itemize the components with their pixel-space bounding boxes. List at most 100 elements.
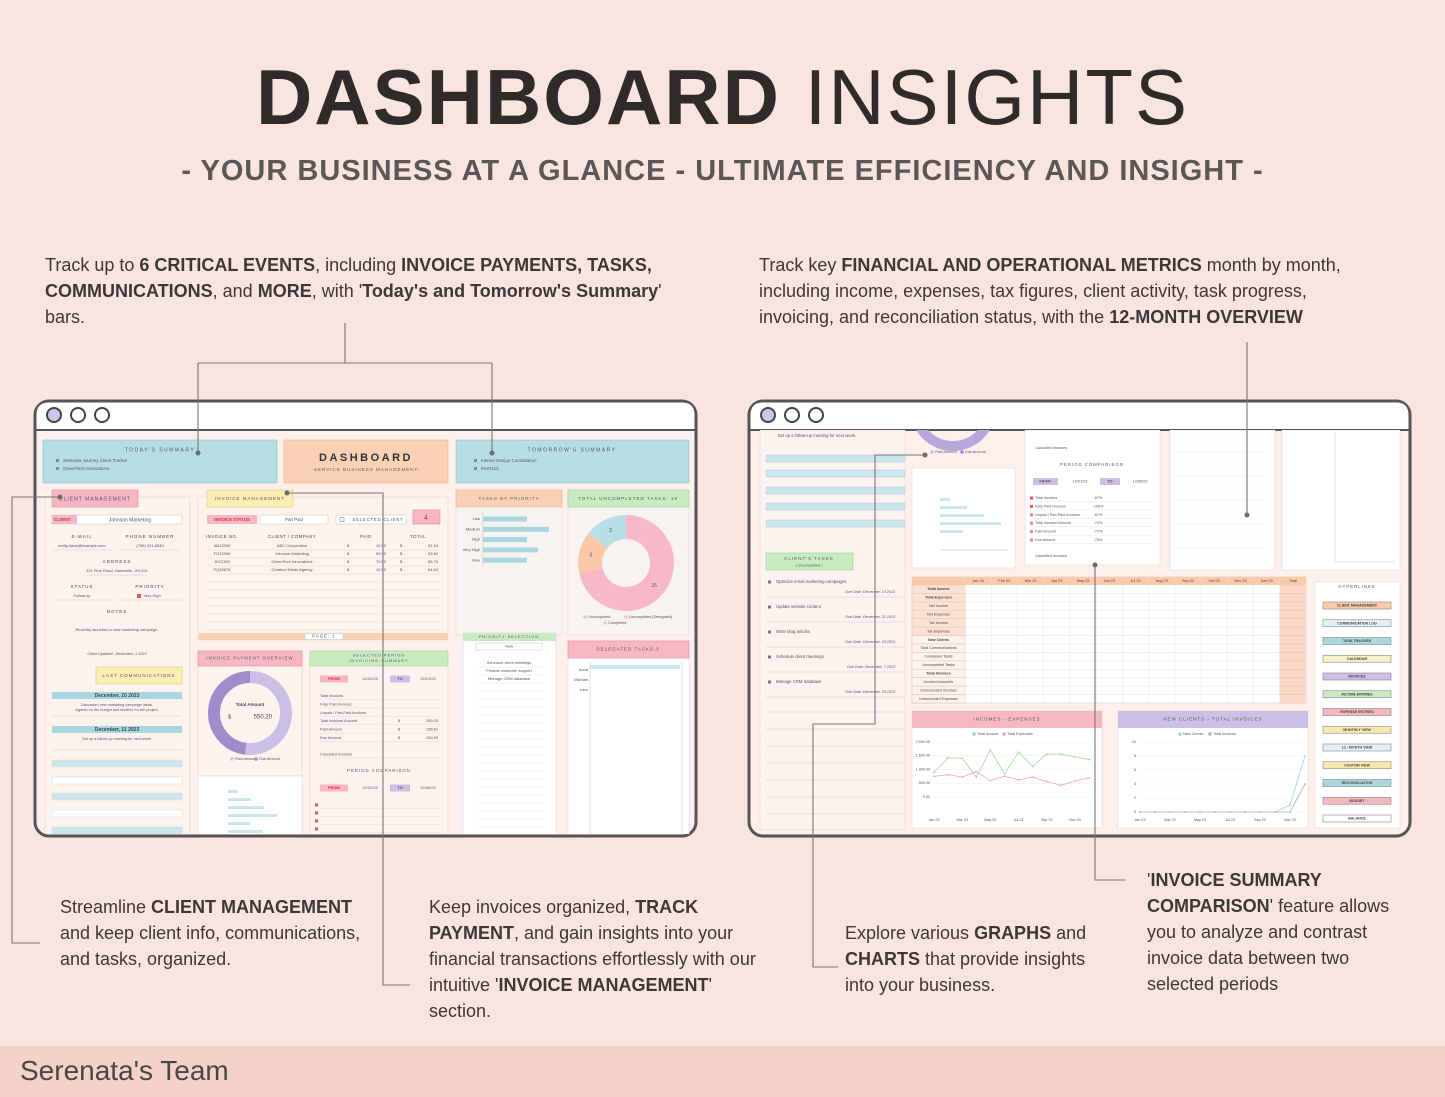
label: Very High bbox=[463, 547, 480, 552]
panel bbox=[768, 655, 771, 659]
y-tick-label: 0.00 bbox=[923, 795, 930, 799]
point bbox=[1199, 811, 1201, 813]
callout: 'INVOICE SUMMARY COMPARISON' feature all… bbox=[1147, 867, 1417, 997]
callout-bold: MORE bbox=[257, 281, 312, 301]
line-series bbox=[933, 771, 1090, 786]
callout-text: and bbox=[1051, 923, 1087, 943]
label: $ bbox=[398, 736, 401, 740]
point bbox=[975, 770, 978, 773]
panel bbox=[940, 506, 967, 509]
panel bbox=[51, 809, 183, 818]
label: INCOMES - EXPENSES bbox=[973, 717, 1040, 722]
label: $ bbox=[347, 559, 350, 564]
label: -100% bbox=[1093, 504, 1104, 508]
callout: Explore various GRAPHS and CHARTS that p… bbox=[845, 920, 1115, 998]
y-tick-label: 0 bbox=[1134, 810, 1136, 814]
point bbox=[961, 776, 964, 778]
label: $ bbox=[347, 567, 350, 572]
panel bbox=[474, 459, 477, 462]
hyperlink-button[interactable]: INCOME ENTRIES bbox=[1322, 690, 1392, 699]
button-label: CALENDAR bbox=[1347, 657, 1368, 661]
button-label: CUSTOM VIEW bbox=[1344, 763, 1370, 767]
y-tick-label: 8 bbox=[1134, 754, 1136, 758]
panel bbox=[1279, 660, 1307, 670]
label: Recently launched a new marketing campai… bbox=[76, 627, 159, 632]
label: Paid Amount bbox=[320, 728, 342, 732]
hyperlink-button[interactable]: BUDGET bbox=[1322, 796, 1392, 805]
label: High bbox=[472, 537, 480, 542]
label: Update website content bbox=[776, 604, 822, 609]
callout-text: ' bars. bbox=[45, 281, 662, 327]
label: FROM bbox=[328, 676, 340, 681]
y-tick-label: 2 bbox=[1134, 796, 1136, 800]
panel bbox=[228, 790, 238, 793]
donut-segment bbox=[579, 515, 674, 611]
label: -SERVICE BUSINESS MANAGEMENT- bbox=[312, 467, 421, 472]
label: Fully Paid Invoices bbox=[320, 702, 352, 706]
hyperlink-button[interactable]: EXPENSE ENTRIES bbox=[1322, 708, 1392, 716]
window-button bbox=[70, 407, 86, 423]
panel bbox=[412, 509, 441, 525]
hyperlink-button[interactable]: CALENDAR bbox=[1322, 654, 1392, 663]
point bbox=[1259, 811, 1261, 813]
panel bbox=[455, 489, 563, 508]
label: 51.19 bbox=[428, 543, 439, 548]
label: Cancelled Invoices bbox=[1035, 446, 1067, 450]
label: $ bbox=[398, 728, 401, 732]
y-tick-label: 4 bbox=[1134, 782, 1136, 786]
panel bbox=[259, 514, 329, 525]
hyperlink-button[interactable]: RECONCILIATION bbox=[1322, 779, 1392, 787]
label: 64.84 bbox=[428, 567, 439, 572]
panel bbox=[1281, 430, 1401, 571]
hyperlink-button[interactable]: CLIENT MANAGEMENT bbox=[1322, 601, 1392, 610]
label: New Clients bbox=[928, 638, 949, 642]
panel bbox=[137, 594, 141, 598]
hyperlink-button[interactable]: BALANCE bbox=[1322, 814, 1392, 823]
point bbox=[1229, 811, 1231, 813]
panel bbox=[940, 522, 1001, 525]
point bbox=[1074, 755, 1076, 758]
label: Anna bbox=[579, 667, 589, 672]
label: 12/01/23 bbox=[1073, 480, 1088, 484]
hyperlink-button[interactable]: COMMUNICATION LOG bbox=[1322, 619, 1392, 628]
label: -67% bbox=[1094, 496, 1103, 500]
x-tick-label: Jan 23 bbox=[928, 818, 939, 822]
legend-swatch bbox=[1208, 732, 1212, 736]
label: $ bbox=[400, 551, 403, 556]
hyperlink-button[interactable]: TASK TRACKER bbox=[1322, 637, 1392, 645]
callout: Keep invoices organized, TRACK PAYMENT, … bbox=[429, 894, 774, 1024]
title-bar bbox=[36, 402, 695, 430]
point bbox=[1059, 784, 1062, 787]
panel bbox=[765, 469, 906, 478]
panel bbox=[315, 827, 318, 831]
panel bbox=[1279, 643, 1307, 653]
panel bbox=[1030, 504, 1033, 508]
label: CLIENT'S TASKS bbox=[784, 556, 833, 561]
callout-text: , and gain insights into your financial … bbox=[429, 923, 756, 995]
hyperlink-button[interactable]: CUSTOM VIEW bbox=[1322, 761, 1392, 770]
button-label: CLIENT MANAGEMENT bbox=[1337, 604, 1378, 608]
hyperlink-button[interactable]: MONTHLY VIEW bbox=[1322, 725, 1392, 734]
label: Agreed on the budget and timeline for th… bbox=[75, 708, 158, 712]
label: Net Income bbox=[929, 604, 948, 608]
panel bbox=[320, 784, 348, 792]
panel bbox=[1279, 626, 1307, 636]
label: Low bbox=[473, 516, 480, 521]
label: Interior Design Consultation bbox=[481, 458, 537, 463]
button-bg bbox=[1322, 708, 1392, 716]
label: TOTAL bbox=[410, 534, 426, 539]
label: 89.76 bbox=[428, 559, 439, 564]
connector-dot bbox=[57, 494, 63, 500]
panel bbox=[304, 633, 344, 640]
callout-text: Explore various bbox=[845, 923, 975, 943]
panel bbox=[765, 502, 906, 511]
label: Unreconciled Incomes bbox=[920, 688, 957, 692]
label: Total Invoices bbox=[1035, 496, 1057, 500]
hyperlink-button[interactable]: INVOICES bbox=[1322, 672, 1392, 681]
label: Dec 23 bbox=[1261, 579, 1273, 583]
button-bg bbox=[1322, 637, 1392, 645]
label: INVOICING SUMMARY bbox=[349, 658, 408, 663]
panel bbox=[1030, 538, 1033, 542]
label: DASHBOARD bbox=[319, 452, 413, 464]
hyperlink-button[interactable]: 12 - MONTH VIEW bbox=[1322, 743, 1392, 752]
